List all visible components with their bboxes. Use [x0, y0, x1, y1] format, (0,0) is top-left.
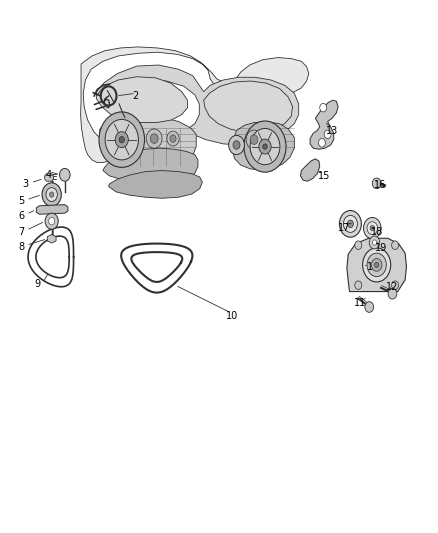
Polygon shape: [103, 148, 198, 182]
Circle shape: [229, 135, 244, 155]
Text: 18: 18: [371, 227, 383, 237]
Circle shape: [46, 188, 57, 201]
Text: 12: 12: [386, 282, 398, 292]
Circle shape: [365, 302, 374, 312]
Circle shape: [99, 112, 145, 167]
Text: 13: 13: [326, 126, 338, 135]
Text: 4: 4: [46, 170, 52, 180]
Circle shape: [369, 236, 380, 249]
Circle shape: [355, 241, 362, 249]
Circle shape: [259, 139, 271, 154]
Circle shape: [339, 211, 361, 237]
Polygon shape: [96, 65, 299, 145]
Circle shape: [250, 135, 258, 144]
Text: 5: 5: [18, 197, 24, 206]
Circle shape: [318, 139, 325, 147]
Circle shape: [60, 168, 70, 181]
Text: 16: 16: [374, 181, 386, 190]
Circle shape: [233, 141, 240, 149]
Circle shape: [146, 129, 162, 148]
Circle shape: [263, 144, 267, 149]
Text: 19: 19: [375, 243, 387, 253]
Circle shape: [119, 136, 124, 143]
Polygon shape: [47, 235, 56, 243]
Polygon shape: [81, 47, 309, 163]
Circle shape: [320, 103, 327, 112]
Circle shape: [392, 241, 399, 249]
Circle shape: [364, 217, 381, 239]
Text: 17: 17: [338, 223, 350, 233]
Circle shape: [392, 281, 399, 289]
Circle shape: [45, 213, 58, 229]
Circle shape: [374, 262, 379, 268]
Circle shape: [388, 288, 397, 299]
Polygon shape: [45, 174, 53, 181]
Circle shape: [347, 220, 353, 228]
Text: 1: 1: [367, 262, 373, 271]
Polygon shape: [310, 100, 338, 149]
Circle shape: [371, 259, 382, 271]
Polygon shape: [100, 116, 196, 172]
Circle shape: [324, 130, 331, 139]
Text: 15: 15: [318, 171, 330, 181]
Circle shape: [42, 183, 61, 206]
Text: 7: 7: [18, 227, 24, 237]
Circle shape: [372, 240, 377, 245]
Text: 2: 2: [133, 91, 139, 101]
Text: 9: 9: [34, 279, 40, 288]
Text: 8: 8: [18, 242, 24, 252]
Circle shape: [343, 215, 357, 232]
Polygon shape: [300, 159, 320, 181]
Circle shape: [370, 225, 374, 231]
Polygon shape: [109, 171, 202, 198]
Circle shape: [246, 130, 262, 149]
Circle shape: [367, 253, 386, 277]
Text: 3: 3: [22, 179, 28, 189]
Polygon shape: [347, 238, 406, 292]
Text: 6: 6: [18, 211, 24, 221]
Circle shape: [115, 132, 128, 148]
Circle shape: [170, 135, 176, 142]
Text: 10: 10: [226, 311, 238, 320]
Polygon shape: [100, 118, 142, 159]
Circle shape: [367, 222, 378, 235]
Circle shape: [49, 192, 54, 197]
Circle shape: [150, 134, 158, 143]
Polygon shape: [96, 77, 187, 123]
Circle shape: [49, 217, 55, 225]
Text: 11: 11: [354, 298, 366, 308]
Circle shape: [105, 119, 138, 160]
Circle shape: [372, 178, 381, 189]
Circle shape: [250, 128, 280, 165]
Polygon shape: [36, 205, 68, 214]
Polygon shape: [232, 122, 294, 170]
Polygon shape: [204, 81, 293, 132]
Circle shape: [363, 248, 391, 282]
Circle shape: [244, 121, 286, 172]
Circle shape: [355, 281, 362, 289]
Circle shape: [167, 131, 179, 146]
